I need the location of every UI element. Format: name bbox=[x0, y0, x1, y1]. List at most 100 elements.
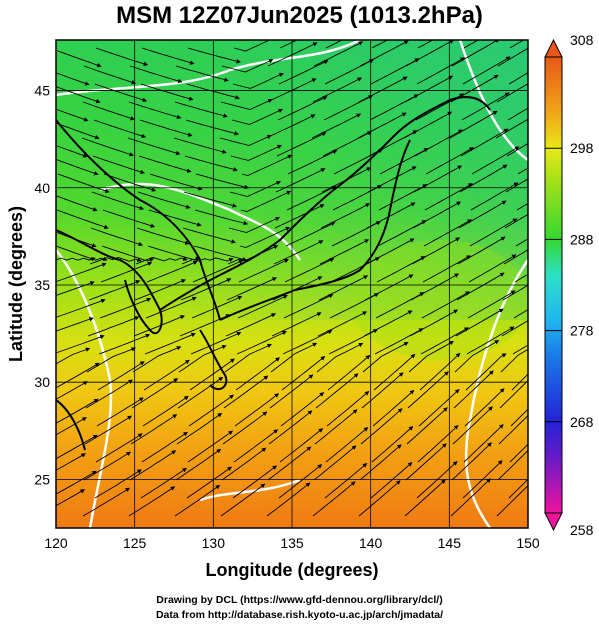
wind-streamline bbox=[225, 313, 277, 337]
wind-streamline bbox=[324, 463, 368, 499]
wind-streamline bbox=[324, 59, 374, 85]
wind-streamline bbox=[56, 145, 88, 158]
colorbar-label: 278 bbox=[570, 323, 594, 339]
wind-streamline bbox=[466, 326, 515, 355]
wind-streamline bbox=[453, 370, 494, 409]
wind-streamline bbox=[232, 465, 278, 499]
wind-streamline bbox=[450, 478, 491, 517]
wind-streamline bbox=[278, 60, 329, 85]
wind-streamline bbox=[85, 379, 133, 409]
wind-streamline bbox=[460, 128, 509, 157]
wind-streamline bbox=[464, 388, 505, 427]
wind-streamline bbox=[498, 414, 528, 445]
wind-streamline bbox=[270, 342, 318, 373]
wind-streamline bbox=[419, 352, 461, 391]
wind-streamline bbox=[273, 240, 324, 265]
wind-streamline bbox=[421, 291, 470, 319]
wind-streamline bbox=[471, 146, 520, 175]
wind-streamline bbox=[318, 275, 369, 301]
wind-streamline bbox=[407, 371, 449, 409]
wind-streamline bbox=[417, 40, 434, 49]
wind-streamline bbox=[286, 186, 337, 211]
wind-streamline bbox=[56, 245, 108, 262]
wind-streamline bbox=[271, 312, 322, 337]
wind-streamline bbox=[359, 40, 409, 67]
wind-streamline bbox=[191, 295, 243, 319]
wind-streamline bbox=[56, 298, 106, 318]
wind-streamline bbox=[128, 101, 182, 120]
wind-streamline bbox=[219, 134, 272, 146]
wind-streamline bbox=[99, 297, 152, 319]
wind-streamline bbox=[314, 409, 358, 445]
wind-streamline bbox=[279, 40, 298, 49]
wind-streamline bbox=[232, 72, 284, 89]
wind-streamline bbox=[57, 173, 110, 193]
wind-streamline bbox=[135, 256, 188, 265]
wind-streamline bbox=[229, 180, 282, 197]
wind-streamline bbox=[237, 295, 288, 319]
wind-streamline bbox=[410, 273, 460, 301]
wind-streamline bbox=[405, 443, 447, 481]
wind-streamline bbox=[420, 327, 469, 355]
map-frame bbox=[55, 39, 529, 529]
wind-streamline bbox=[128, 486, 176, 517]
wind-streamline bbox=[93, 119, 147, 139]
wind-streamline bbox=[325, 40, 344, 49]
colorbar-label: 288 bbox=[570, 231, 594, 247]
wind-streamline bbox=[56, 417, 87, 436]
wind-streamline bbox=[146, 260, 198, 283]
wind-streamline bbox=[84, 415, 133, 445]
wind-streamline bbox=[235, 357, 281, 391]
wind-streamline bbox=[173, 137, 227, 154]
wind-streamline bbox=[223, 375, 269, 409]
wind-streamline bbox=[186, 466, 233, 499]
wind-streamline bbox=[56, 72, 90, 86]
wind-streamline bbox=[130, 414, 178, 445]
wind-streamline bbox=[468, 254, 517, 283]
wind-streamline bbox=[455, 308, 504, 337]
wind-streamline bbox=[184, 155, 238, 172]
wind-streamline bbox=[56, 231, 97, 248]
wind-streamline bbox=[461, 92, 510, 121]
wind-streamline bbox=[149, 173, 203, 191]
wind-streamline bbox=[182, 227, 236, 244]
wind-streamline bbox=[143, 359, 190, 391]
wind-streamline bbox=[452, 406, 493, 445]
wind-streamline bbox=[178, 344, 227, 373]
wind-streamline bbox=[220, 483, 266, 517]
wind-streamline bbox=[266, 482, 311, 517]
wind-streamline bbox=[496, 83, 528, 103]
wind-streamline bbox=[327, 354, 371, 391]
wind-streamline bbox=[451, 40, 500, 67]
colorbar-label: 298 bbox=[570, 140, 594, 156]
wind-streamline bbox=[359, 444, 402, 481]
wind-streamline bbox=[140, 83, 194, 101]
wind-streamline bbox=[316, 342, 364, 373]
wind-streamline bbox=[56, 257, 96, 262]
wind-streamline bbox=[56, 195, 98, 212]
wind-streamline bbox=[141, 47, 195, 65]
wind-streamline bbox=[230, 144, 283, 161]
wind-streamline bbox=[127, 137, 181, 156]
wind-streamline bbox=[406, 407, 448, 445]
credit-data: Data from http://database.rish.kyoto-u.a… bbox=[155, 609, 444, 621]
lat-tick-label: 45 bbox=[34, 83, 50, 99]
wind-streamline bbox=[189, 358, 235, 391]
wind-streamline bbox=[275, 168, 326, 193]
wind-streamline bbox=[373, 353, 416, 391]
wind-streamline bbox=[284, 258, 335, 283]
wind-streamline bbox=[312, 481, 356, 517]
wind-streamline bbox=[133, 315, 185, 337]
wind-streamline bbox=[279, 428, 324, 463]
wind-streamline bbox=[313, 445, 357, 481]
wind-streamline bbox=[142, 395, 189, 427]
wind-streamline bbox=[450, 74, 499, 103]
colorbar-ticks: 308 298 288 278 268 258 bbox=[545, 32, 594, 538]
wind-streamline bbox=[56, 108, 89, 122]
wind-streamline bbox=[267, 42, 318, 67]
wind-streamline bbox=[358, 480, 401, 517]
wind-streamline bbox=[187, 430, 234, 463]
wind-streamline bbox=[83, 65, 137, 85]
colorbar: 308 298 288 278 268 258 bbox=[544, 32, 594, 538]
wind-streamline bbox=[100, 261, 153, 283]
